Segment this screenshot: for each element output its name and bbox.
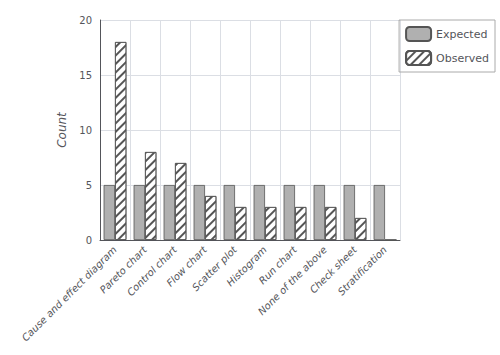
svg-text:Count: Count (55, 111, 69, 148)
svg-text:Check sheet: Check sheet (307, 244, 359, 296)
svg-text:Histogram: Histogram (224, 244, 269, 289)
svg-text:10: 10 (79, 125, 92, 136)
svg-text:Flow chart: Flow chart (164, 244, 209, 289)
svg-text:Pareto chart: Pareto chart (97, 244, 149, 296)
svg-text:Stratification: Stratification (336, 244, 389, 297)
svg-text:Expected: Expected (436, 28, 487, 41)
svg-text:None of the above: None of the above (255, 244, 329, 318)
svg-text:Control chart: Control chart (125, 243, 180, 298)
svg-text:Observed: Observed (436, 52, 489, 65)
svg-text:Scatter plot: Scatter plot (189, 244, 239, 294)
svg-text:20: 20 (79, 15, 92, 26)
svg-text:0: 0 (86, 235, 92, 246)
svg-text:Run chart: Run chart (256, 244, 299, 287)
svg-text:5: 5 (86, 180, 92, 191)
svg-text:15: 15 (79, 70, 92, 81)
svg-text:Cause and effect diagram: Cause and effect diagram (19, 244, 119, 344)
